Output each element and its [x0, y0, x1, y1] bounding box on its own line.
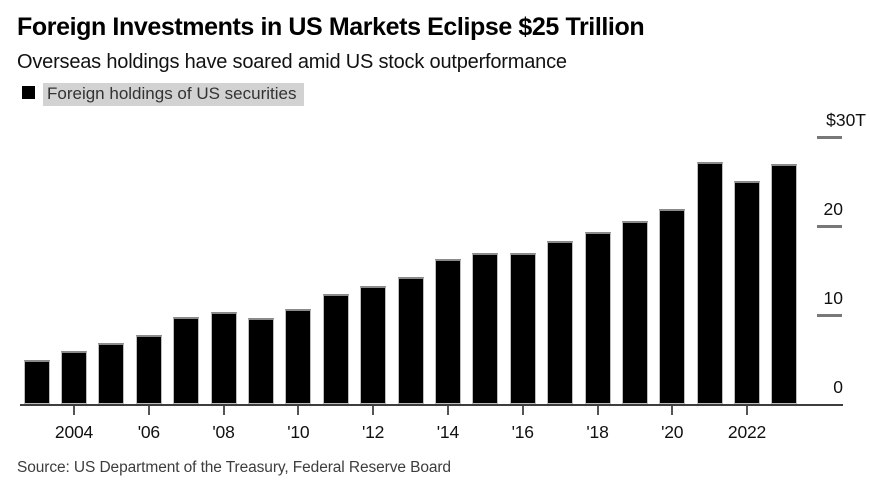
bar-2018 [584, 232, 611, 404]
x-tick-2012 [372, 406, 375, 415]
x-tick-label-2018: '18 [586, 422, 609, 442]
y-tick-label-20: 20 [823, 198, 843, 219]
bar-2015 [472, 252, 499, 404]
bar-2013 [397, 276, 424, 404]
legend-swatch-icon [22, 86, 35, 99]
bar-2010 [285, 308, 312, 404]
x-tick-2004 [73, 406, 75, 415]
x-tick-label-2010: '10 [287, 422, 310, 442]
bar-2023 [771, 164, 798, 404]
x-tick-label-2012: '12 [361, 422, 385, 442]
y-tick-20 [817, 225, 842, 229]
bar-2007 [173, 316, 200, 404]
source-note: Source: US Department of the Treasury, F… [17, 459, 451, 476]
bar-2012 [360, 286, 387, 404]
y-tick-30 [817, 136, 842, 140]
bar-2016 [509, 252, 536, 404]
bar-2011 [322, 294, 349, 404]
bar-2003 [23, 360, 50, 404]
x-axis-line [20, 404, 843, 406]
bar-2022 [734, 181, 760, 404]
bar-2004 [61, 350, 87, 404]
y-tick-10 [817, 314, 842, 318]
bar-2021 [696, 161, 723, 404]
x-tick-2022 [746, 406, 748, 415]
legend: Foreign holdings of US securities [22, 83, 305, 106]
bar-2008 [210, 312, 237, 404]
x-tick-2008 [222, 406, 225, 415]
x-tick-label-2014: '14 [436, 422, 459, 442]
chart-title: Foreign Investments in US Markets Eclips… [17, 13, 645, 41]
bar-2020 [659, 208, 686, 404]
y-tick-label-10: 10 [823, 287, 843, 308]
x-tick-2020 [671, 406, 674, 415]
x-tick-2016 [521, 406, 524, 415]
x-tick-label-2022: 2022 [727, 422, 767, 442]
y-tick-label-0: 0 [833, 377, 843, 397]
bar-2009 [247, 317, 274, 404]
x-tick-label-2006: '06 [137, 422, 160, 442]
x-tick-label-2020: '20 [661, 422, 684, 442]
bar-2005 [98, 342, 125, 404]
x-tick-2010 [297, 406, 300, 415]
x-tick-label-2008: '08 [212, 422, 235, 442]
bar-2017 [547, 241, 574, 404]
x-tick-label-2004: 2004 [54, 422, 94, 442]
x-tick-2018 [596, 406, 599, 415]
legend-label: Foreign holdings of US securities [43, 83, 305, 106]
bar-2006 [135, 335, 162, 404]
bar-2014 [434, 258, 461, 404]
chart-subtitle: Overseas holdings have soared amid US st… [17, 51, 567, 73]
x-tick-2014 [446, 406, 449, 415]
x-tick-label-2016: '16 [511, 422, 534, 442]
bar-2019 [621, 221, 648, 404]
x-tick-2006 [147, 406, 150, 415]
y-tick-label-30: $30T [826, 109, 866, 130]
